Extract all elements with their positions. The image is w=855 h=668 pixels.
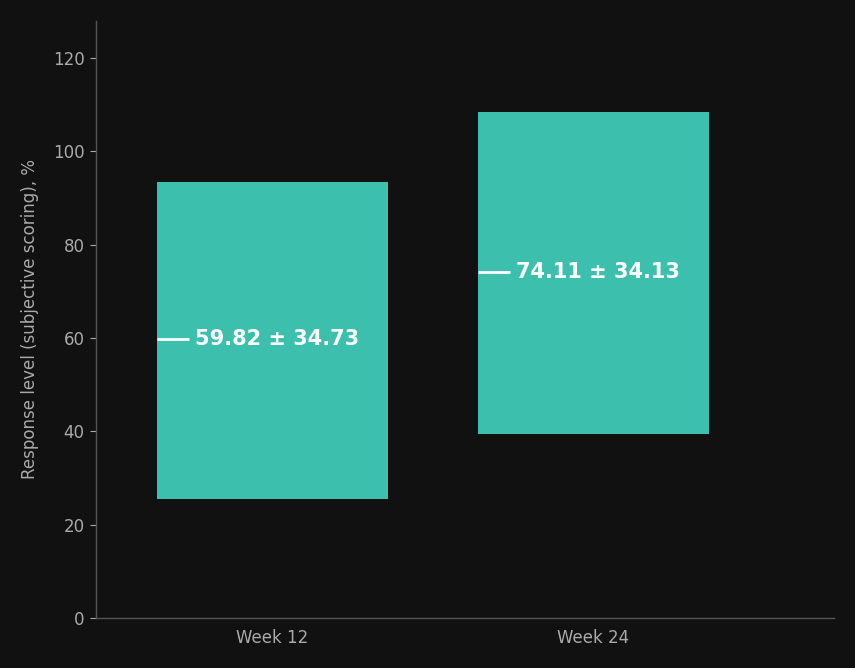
Bar <box>156 182 388 499</box>
Bar <box>478 112 709 434</box>
Text: 59.82 ± 34.73: 59.82 ± 34.73 <box>195 329 359 349</box>
Text: 74.11 ± 34.13: 74.11 ± 34.13 <box>516 263 680 283</box>
Y-axis label: Response level (subjective scoring), %: Response level (subjective scoring), % <box>21 160 38 480</box>
